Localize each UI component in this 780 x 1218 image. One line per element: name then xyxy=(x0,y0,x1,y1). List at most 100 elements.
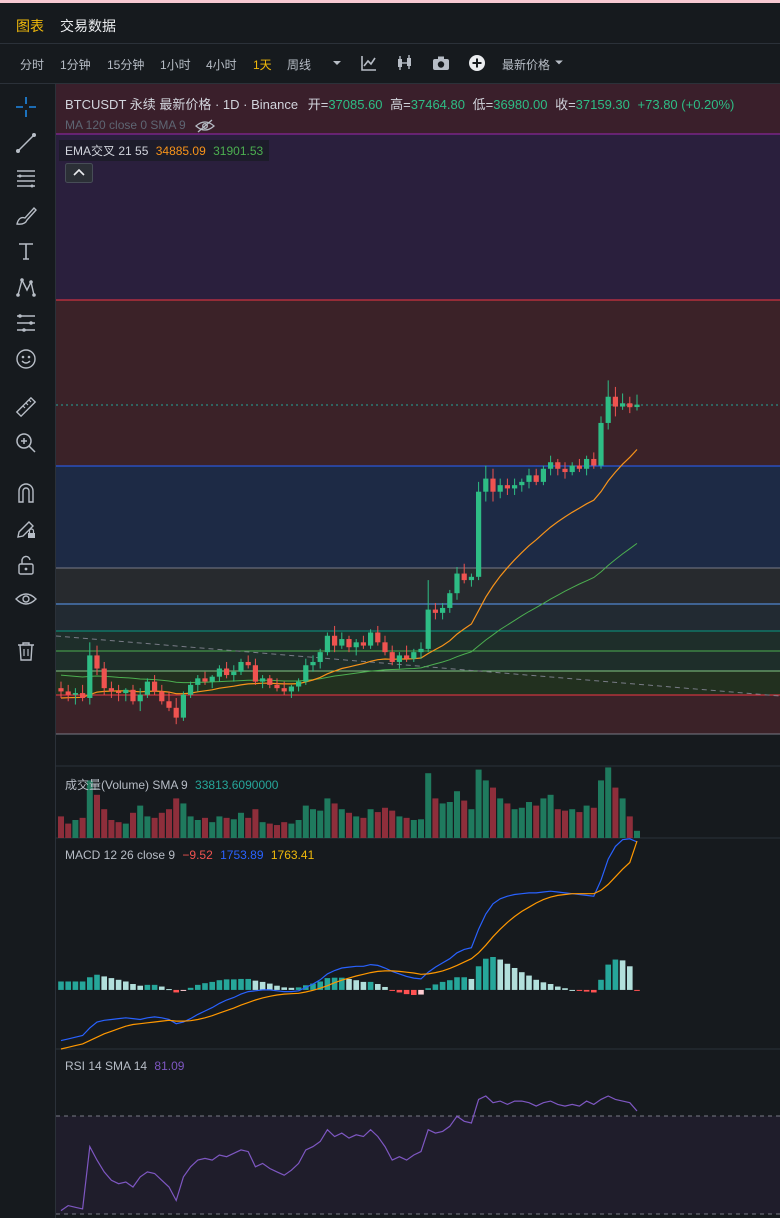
macd-histogram-bar xyxy=(555,986,561,990)
candle xyxy=(598,416,604,469)
volume-bar xyxy=(360,817,367,838)
candle xyxy=(440,603,446,620)
magnet-icon[interactable] xyxy=(15,482,37,504)
candle-body xyxy=(317,652,323,662)
macd-histogram-bar xyxy=(79,981,86,990)
volume-bar xyxy=(137,805,144,838)
macd-histogram-bar xyxy=(187,987,194,990)
collapse-legend-button[interactable] xyxy=(65,163,93,183)
timeframe-1m[interactable]: 1分钟 xyxy=(60,58,91,72)
macd-histogram-bar xyxy=(403,989,410,995)
macd-histogram-bar xyxy=(252,980,259,990)
chevron-down-icon[interactable] xyxy=(328,54,346,72)
candle-body xyxy=(202,678,208,682)
main-legend: BTCUSDT 永续 最新价格 · 1D · Binance 开=37085.6… xyxy=(65,94,734,113)
zoom-in-icon[interactable] xyxy=(15,432,37,454)
hidden-eye-icon[interactable] xyxy=(195,119,216,133)
legend-open: 37085.60 xyxy=(328,97,383,112)
candle xyxy=(58,681,64,698)
candle-body xyxy=(490,478,496,492)
tab-chart[interactable]: 图表 xyxy=(16,18,44,34)
macd-histogram-bar xyxy=(627,966,633,990)
volume-bar xyxy=(101,809,108,838)
brush-icon[interactable] xyxy=(15,204,37,226)
fib-lines-icon[interactable] xyxy=(15,168,37,190)
chart-canvas[interactable] xyxy=(56,84,780,1218)
candle-body xyxy=(418,648,424,653)
candle xyxy=(252,658,258,685)
eye-icon[interactable] xyxy=(15,588,37,610)
macd-line-value: 1753.89 xyxy=(220,848,264,862)
tab-trading-data[interactable]: 交易数据 xyxy=(60,18,116,34)
candle-body xyxy=(612,396,618,407)
candle xyxy=(173,697,179,725)
candle-body xyxy=(252,665,258,682)
candle xyxy=(533,468,539,486)
volume-bar xyxy=(569,809,576,838)
ema-slow-series xyxy=(60,542,638,684)
volume-bar xyxy=(151,817,158,838)
price-source-chevron-icon[interactable] xyxy=(552,55,566,69)
volume-bar xyxy=(72,820,79,838)
candle-body xyxy=(339,639,345,646)
candle xyxy=(375,625,381,646)
volume-bar xyxy=(230,819,237,838)
rsi-series xyxy=(60,1095,638,1212)
ruler-icon[interactable] xyxy=(15,396,37,418)
volume-bar xyxy=(598,780,604,838)
volume-bar xyxy=(432,798,439,838)
emoji-icon[interactable] xyxy=(15,348,37,370)
macd-line-series xyxy=(60,838,638,1050)
text-icon[interactable] xyxy=(15,240,37,262)
timeframe-4h[interactable]: 4小时 xyxy=(206,58,237,72)
volume-bar xyxy=(94,794,100,838)
candle-body xyxy=(454,573,460,594)
macd-histogram-bar xyxy=(382,986,388,990)
volume-bar xyxy=(367,809,374,838)
trash-icon[interactable] xyxy=(15,640,37,662)
volume-bar xyxy=(65,823,72,838)
candle xyxy=(80,684,86,702)
candle xyxy=(324,632,330,656)
volume-bar xyxy=(245,817,252,838)
volume-bar xyxy=(317,810,324,838)
volume-bar xyxy=(58,816,64,838)
add-icon[interactable] xyxy=(468,54,486,72)
candle xyxy=(123,688,129,702)
candle xyxy=(483,465,489,502)
candle xyxy=(540,465,546,486)
candle xyxy=(65,684,71,702)
dashed-trendline[interactable] xyxy=(56,635,780,697)
timeframe-1w[interactable]: 周线 xyxy=(287,58,312,72)
measure-lines-icon[interactable] xyxy=(15,312,37,334)
candlestick-series[interactable] xyxy=(58,380,640,725)
candle-body xyxy=(368,632,374,646)
macd-histogram-bar xyxy=(223,979,230,990)
candle-type-icon[interactable] xyxy=(396,54,414,72)
lock-draw-icon[interactable] xyxy=(15,518,37,540)
price-source-select[interactable]: 最新价格 xyxy=(502,58,551,72)
candle-body xyxy=(310,661,316,666)
candle-body xyxy=(476,491,482,577)
trendline-icon[interactable] xyxy=(15,132,37,154)
candle xyxy=(260,675,266,689)
crosshair-icon[interactable] xyxy=(15,96,37,118)
indicator-icon[interactable] xyxy=(360,54,378,72)
chart-area[interactable]: BTCUSDT 永续 最新价格 · 1D · Binance 开=37085.6… xyxy=(56,84,780,1218)
candle-body xyxy=(591,458,597,466)
volume-bar xyxy=(187,816,194,838)
timeframe-1d[interactable]: 1天 xyxy=(253,58,272,72)
macd-histogram-bar xyxy=(94,974,100,990)
candle xyxy=(411,648,417,662)
unlock-icon[interactable] xyxy=(15,554,37,576)
timeframe-15m[interactable]: 15分钟 xyxy=(107,58,145,72)
macd-histogram-bar xyxy=(447,980,453,990)
candle xyxy=(245,655,251,669)
candle xyxy=(209,675,215,689)
timeframe-tick[interactable]: 分时 xyxy=(20,58,45,72)
macd-histogram-bar xyxy=(331,977,338,990)
pattern-icon[interactable] xyxy=(15,276,37,298)
camera-icon[interactable] xyxy=(432,54,450,72)
candle xyxy=(144,678,150,698)
timeframe-1h[interactable]: 1小时 xyxy=(160,58,191,72)
